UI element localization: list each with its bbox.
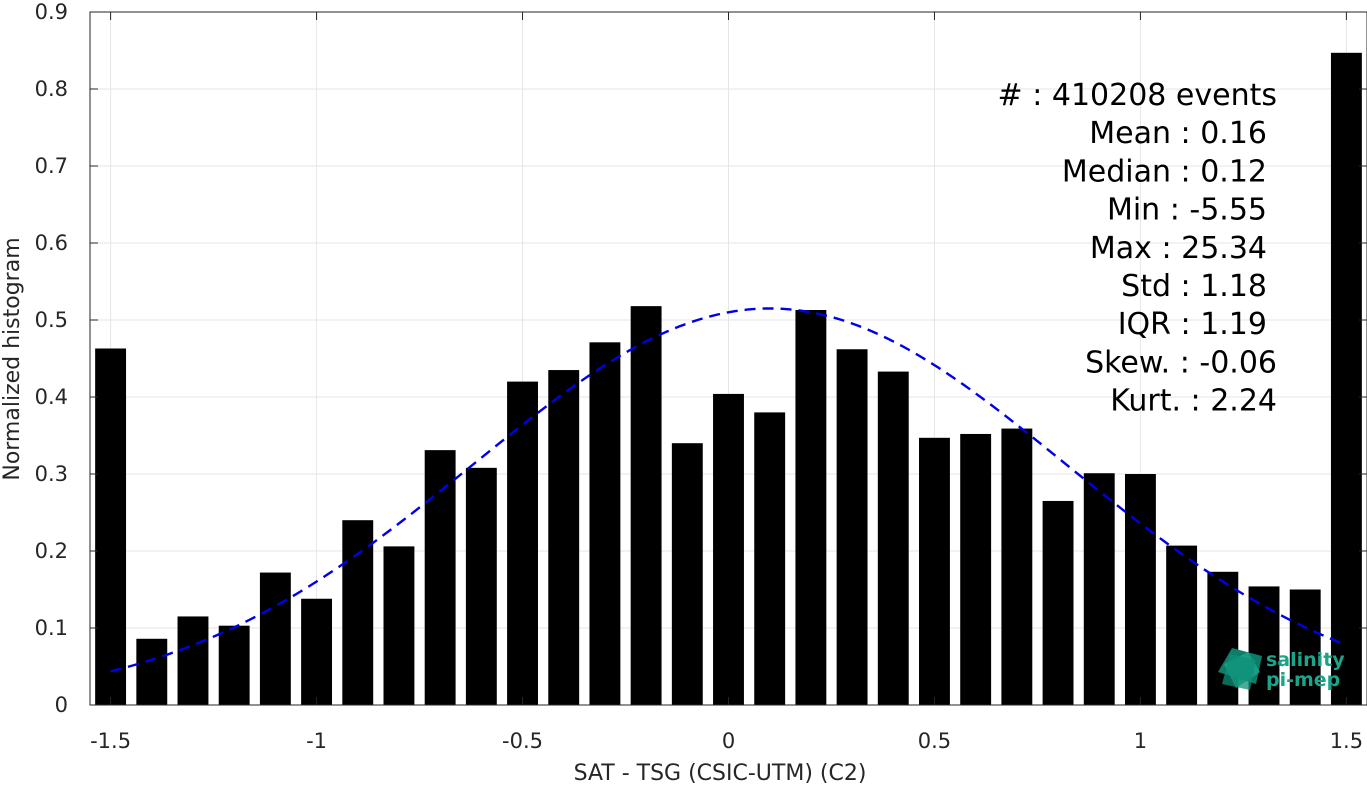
histogram-bar [877, 371, 909, 705]
histogram-bar [1166, 545, 1198, 705]
stats-line: IQR : 1.19 [1118, 307, 1267, 342]
y-tick-label: 0.4 [35, 385, 68, 409]
histogram-bar [548, 370, 580, 705]
stats-line: Kurt. : 2.24 [1110, 384, 1277, 419]
y-tick-label: 0.1 [35, 616, 68, 640]
stats-line: Min : -5.55 [1107, 193, 1267, 228]
histogram-bar [1083, 473, 1115, 705]
x-tick-label: 1 [1134, 729, 1147, 753]
x-tick-label: 0.5 [918, 729, 951, 753]
x-tick-label: 1.5 [1330, 729, 1363, 753]
histogram-bar [1042, 500, 1074, 705]
y-tick-label: 0.5 [35, 308, 68, 332]
histogram-bar [1001, 428, 1033, 705]
cube-logo-icon [1218, 648, 1262, 690]
histogram-bar [177, 616, 209, 705]
x-tick-label: 0 [722, 729, 735, 753]
histogram-bar [1124, 474, 1156, 705]
histogram-bar [671, 443, 703, 705]
x-tick-label: -1 [306, 729, 327, 753]
histogram-bar [1289, 589, 1321, 705]
y-axis-ticks: 0 0.1 0.2 0.3 0.4 0.5 0.6 0.7 0.8 0.9 [35, 0, 1367, 717]
histogram-bar [136, 638, 168, 705]
histogram-bar [754, 412, 786, 705]
histogram-bar [960, 433, 992, 705]
histogram-bar [383, 546, 415, 705]
histogram-bar [342, 520, 374, 705]
histogram-bar [218, 625, 250, 705]
histogram-bar [836, 349, 868, 705]
histogram-bar [507, 381, 538, 705]
histogram-bar [589, 342, 621, 705]
y-tick-label: 0.9 [35, 0, 68, 24]
stats-line: Std : 1.18 [1121, 269, 1267, 304]
histogram-bar [1248, 586, 1280, 705]
stats-line: Mean : 0.16 [1089, 116, 1267, 151]
x-axis-label: SAT - TSG (CSIC-UTM) (C2) [574, 761, 867, 785]
stats-line: Median : 0.12 [1062, 154, 1267, 189]
stats-line: # : 410208 events [998, 78, 1277, 113]
logo-text-salinity: salinity [1266, 649, 1345, 671]
y-tick-label: 0 [55, 693, 68, 717]
histogram-bar [795, 309, 827, 705]
histogram-bar [713, 393, 744, 705]
logo-text-pimep: pi-mep [1266, 669, 1340, 691]
y-tick-label: 0.2 [35, 539, 68, 563]
histogram-bar [301, 598, 333, 705]
histogram-bars [95, 52, 1362, 706]
histogram-bar [630, 306, 662, 705]
histogram-bar [95, 348, 127, 705]
x-tick-label: -0.5 [502, 729, 543, 753]
stats-line: Max : 25.34 [1090, 231, 1267, 266]
histogram-bar [919, 437, 950, 705]
gaussian-fit-curve [110, 307, 1347, 673]
stats-line: Skew. : -0.06 [1085, 345, 1277, 380]
y-tick-label: 0.3 [35, 462, 68, 486]
x-tick-label: -1.5 [90, 729, 131, 753]
histogram-bar [465, 467, 497, 705]
y-axis-label: Normalized histogram [0, 237, 25, 480]
salinity-pimep-logo: salinity pi-mep [1218, 648, 1345, 691]
y-tick-label: 0.8 [35, 77, 68, 101]
histogram-bar [1330, 52, 1362, 706]
y-tick-label: 0.6 [35, 231, 68, 255]
x-axis-ticks: -1.5 -1 -0.5 0 0.5 1 1.5 [90, 12, 1363, 753]
histogram-bar [259, 572, 291, 705]
y-tick-label: 0.7 [35, 154, 68, 178]
histogram-bar [424, 450, 456, 705]
